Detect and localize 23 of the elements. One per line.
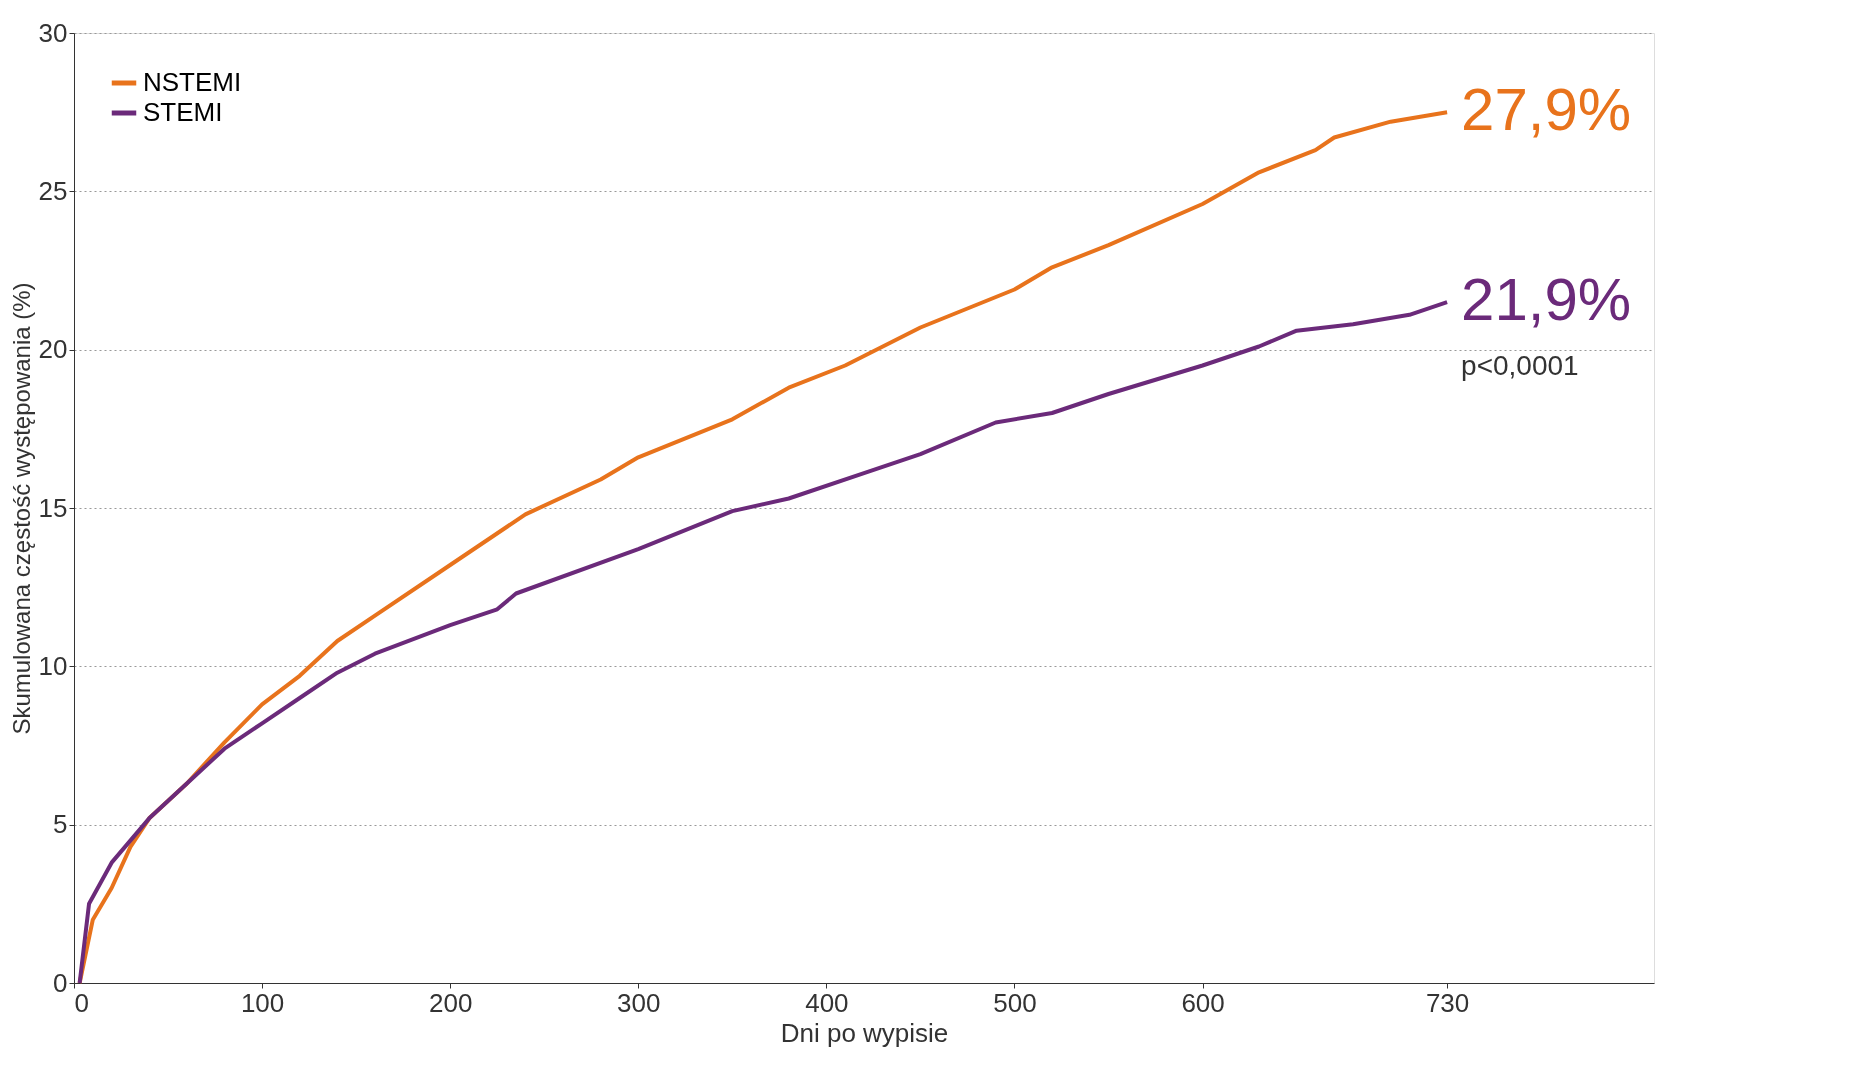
x-axis-title: Dni po wypisie (780, 1017, 949, 1048)
x-tick-label: 0 (74, 987, 89, 1018)
y-tick-label: 25 (38, 175, 68, 206)
x-tick-label: 300 (617, 987, 661, 1018)
y-axis-title: Skumulowana częstość występowania (%) (7, 282, 35, 735)
legend-label: NSTEMI (143, 67, 242, 97)
y-tick-label: 15 (38, 492, 68, 523)
y-tick-label: 5 (53, 809, 68, 840)
x-tick-label: 100 (240, 987, 285, 1018)
x-tick-label: 400 (805, 987, 849, 1018)
x-tick-label: 500 (993, 987, 1037, 1018)
legend-label: STEMI (143, 97, 223, 127)
y-tick-label: 30 (38, 17, 68, 48)
x-tick-label: 730 (1425, 987, 1470, 1018)
y-tick-label: 0 (53, 967, 68, 998)
y-tick-label: 20 (38, 334, 68, 365)
x-tick-label: 600 (1181, 987, 1225, 1018)
annotation: 27,9% (1461, 76, 1632, 144)
line-series (77, 300, 1450, 985)
y-tick-label: 10 (38, 650, 68, 681)
annotation: p<0,0001 (1461, 350, 1579, 382)
annotation: 21,9% (1461, 266, 1632, 334)
x-tick-label: 200 (429, 987, 473, 1018)
